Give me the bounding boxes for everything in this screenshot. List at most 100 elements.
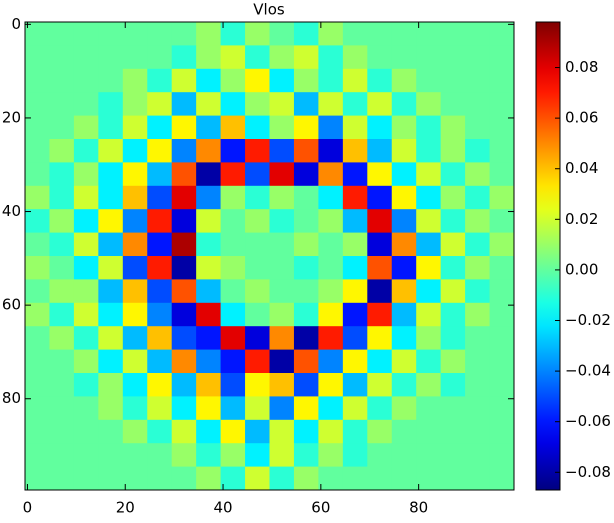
heatmap-cell	[391, 22, 417, 46]
heatmap-cell	[465, 349, 491, 374]
heatmap-cell	[416, 466, 442, 491]
heatmap-cell	[245, 185, 270, 210]
heatmap-cell	[98, 232, 124, 257]
heatmap-cell	[391, 162, 417, 187]
heatmap-cell	[147, 326, 173, 351]
heatmap-cell	[269, 162, 295, 187]
heatmap-cell	[220, 209, 246, 234]
heatmap-cell	[245, 68, 270, 93]
heatmap-cell	[416, 115, 442, 140]
heatmap-cell	[367, 232, 393, 257]
heatmap-cell	[293, 373, 319, 397]
heatmap-cell	[98, 115, 124, 140]
heatmap-cell	[416, 279, 442, 304]
heatmap-cell	[25, 68, 50, 93]
heatmap-cell	[73, 326, 99, 351]
heatmap-cell	[391, 115, 417, 140]
heatmap-cell	[147, 115, 173, 140]
heatmap-cell	[293, 419, 319, 444]
heatmap-cell	[367, 373, 393, 397]
heatmap-cell	[391, 466, 417, 491]
heatmap-cell	[465, 139, 491, 163]
heatmap-cell	[489, 115, 515, 140]
heatmap-cell	[98, 45, 124, 70]
heatmap-cell	[391, 92, 417, 117]
heatmap-cell	[122, 68, 148, 93]
heatmap-cell	[293, 68, 319, 93]
heatmap-cell	[416, 396, 442, 421]
heatmap-cell	[465, 92, 491, 117]
heatmap-cell	[269, 209, 295, 234]
heatmap-cell	[49, 279, 75, 304]
heatmap-cell	[73, 115, 99, 140]
heatmap-cell	[465, 232, 491, 257]
heatmap-cell	[342, 279, 368, 304]
heatmap-cell	[367, 256, 393, 280]
heatmap-cell	[416, 22, 442, 46]
heatmap-cell	[220, 419, 246, 444]
heatmap-cell	[293, 349, 319, 374]
heatmap-cell	[367, 466, 393, 491]
heatmap-cell	[171, 22, 197, 46]
heatmap-cell	[465, 466, 491, 491]
heatmap-cell	[122, 373, 148, 397]
heatmap-cell	[465, 373, 491, 397]
heatmap-cell	[293, 256, 319, 280]
heatmap-cell	[25, 209, 50, 234]
heatmap-cell	[171, 466, 197, 491]
heatmap-cell	[196, 279, 222, 304]
heatmap-cell	[73, 92, 99, 117]
y-tick-label: 80	[2, 389, 21, 407]
heatmap-cell	[220, 68, 246, 93]
heatmap-cell	[147, 162, 173, 187]
heatmap-cell	[196, 256, 222, 280]
colorbar-tick-label: −0.06	[565, 412, 611, 430]
heatmap-cell	[73, 256, 99, 280]
heatmap-cell	[196, 185, 222, 210]
heatmap-cell	[122, 92, 148, 117]
heatmap-cell	[245, 326, 270, 351]
heatmap-cell	[147, 443, 173, 468]
heatmap-cell	[220, 232, 246, 257]
heatmap-cell	[293, 443, 319, 468]
heatmap-cell	[465, 256, 491, 280]
heatmap-cell	[367, 396, 393, 421]
heatmap-cell	[416, 419, 442, 444]
heatmap-cell	[220, 22, 246, 46]
heatmap-cell	[342, 209, 368, 234]
heatmap-cell	[465, 302, 491, 327]
heatmap-cell	[489, 443, 515, 468]
heatmap-cell	[416, 349, 442, 374]
heatmap-cell	[342, 45, 368, 70]
heatmap-cell	[391, 373, 417, 397]
heatmap-cell	[342, 256, 368, 280]
heatmap-cell	[293, 279, 319, 304]
heatmap-cell	[73, 162, 99, 187]
colorbar	[535, 21, 561, 491]
heatmap-cell	[318, 68, 344, 93]
heatmap-cell	[465, 326, 491, 351]
heatmap-cell	[367, 349, 393, 374]
heatmap-cell	[245, 396, 270, 421]
heatmap-cell	[440, 232, 466, 257]
heatmap-cell	[171, 419, 197, 444]
colorbar-tick-label: −0.08	[565, 463, 611, 481]
heatmap-cell	[98, 22, 124, 46]
heatmap-cell	[49, 396, 75, 421]
heatmap-cell	[367, 92, 393, 117]
heatmap-cell	[416, 232, 442, 257]
heatmap-cell	[49, 209, 75, 234]
heatmap-cell	[367, 68, 393, 93]
heatmap-cell	[196, 45, 222, 70]
heatmap-cell	[25, 232, 50, 257]
heatmap-cell	[440, 419, 466, 444]
heatmap-cell	[171, 279, 197, 304]
heatmap-cell	[220, 162, 246, 187]
heatmap-cell	[416, 209, 442, 234]
heatmap-cell	[147, 92, 173, 117]
heatmap-cell	[489, 326, 515, 351]
heatmap-cell	[465, 396, 491, 421]
y-tick-label: 20	[2, 108, 21, 126]
heatmap-cell	[465, 115, 491, 140]
